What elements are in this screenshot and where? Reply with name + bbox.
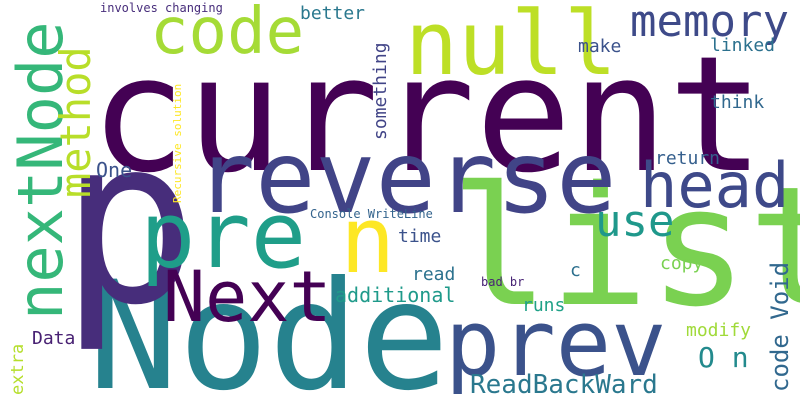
word-next: Next bbox=[163, 256, 332, 338]
word-modify: modify bbox=[686, 320, 752, 341]
word-code-void: code Void bbox=[766, 261, 794, 392]
word-something: something bbox=[370, 42, 391, 140]
word-one: One bbox=[96, 158, 133, 182]
word-p: p bbox=[60, 89, 199, 356]
word-null: null bbox=[405, 0, 617, 95]
word-head: head bbox=[640, 149, 790, 222]
word-time: time bbox=[398, 226, 442, 247]
word-involves-changing: involves changing bbox=[100, 1, 223, 15]
word-copy: copy bbox=[660, 253, 704, 274]
word-list: list bbox=[450, 151, 800, 343]
word-method: method bbox=[51, 46, 100, 198]
word-n: n bbox=[340, 187, 396, 294]
word-code: code bbox=[150, 0, 305, 69]
word-readbackward: ReadBackWard bbox=[470, 370, 658, 400]
word-make: make bbox=[578, 36, 622, 57]
word-recursive-solution: Recursive solution bbox=[171, 83, 184, 203]
word-linked: linked bbox=[710, 35, 776, 56]
word-runs: runs bbox=[522, 295, 566, 316]
word-current: current bbox=[90, 21, 765, 208]
word-additional: additional bbox=[335, 283, 456, 307]
word-memory: memory bbox=[630, 0, 789, 47]
word-read: read bbox=[412, 264, 456, 285]
word-return: return bbox=[655, 148, 721, 169]
word-data: Data bbox=[32, 328, 76, 349]
word-pre: pre bbox=[140, 182, 307, 289]
word-think: think bbox=[710, 92, 765, 113]
word-o-n: O n bbox=[698, 341, 749, 374]
word-c: c bbox=[570, 260, 581, 281]
word-use: use bbox=[595, 196, 675, 247]
word-bad-br: bad br bbox=[481, 275, 525, 289]
word-better: better bbox=[300, 3, 366, 24]
word-prev: prev bbox=[445, 290, 667, 397]
word-node: Node bbox=[88, 250, 450, 400]
word-extra: extra bbox=[8, 343, 28, 395]
word-reverse: reverse bbox=[195, 119, 617, 236]
word-console-writeline: Console WriteLine bbox=[310, 207, 433, 221]
